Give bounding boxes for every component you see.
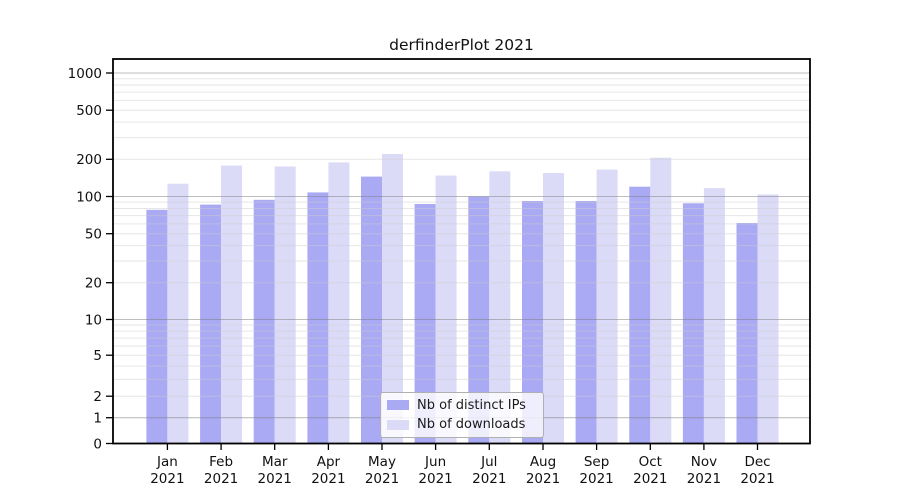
bar-apr-distinct-ips bbox=[307, 192, 329, 444]
x-tick-label-month: Aug bbox=[530, 454, 556, 470]
plot-border bbox=[112, 58, 811, 445]
y-tick-label: 50 bbox=[85, 227, 102, 243]
legend-label-distinct-ips: Nb of distinct IPs bbox=[417, 397, 526, 413]
y-tick-label: 20 bbox=[85, 276, 102, 292]
bar-mar-distinct-ips bbox=[253, 199, 275, 444]
legend-label-downloads: Nb of downloads bbox=[417, 417, 526, 433]
bar-may-distinct-ips bbox=[361, 176, 382, 444]
bar-jan-downloads bbox=[167, 183, 189, 444]
x-tick-label-year: 2021 bbox=[418, 471, 452, 487]
bar-sep-distinct-ips bbox=[575, 201, 597, 444]
x-tick-label-month: Jun bbox=[424, 454, 446, 470]
x-tick-label-month: Sep bbox=[584, 454, 609, 470]
legend-swatch-downloads bbox=[387, 419, 409, 431]
bar-nov-distinct-ips bbox=[682, 203, 704, 444]
legend-item-distinct-ips: Nb of distinct IPs bbox=[387, 398, 543, 413]
bar-feb-distinct-ips bbox=[200, 204, 222, 444]
x-tick-label-year: 2021 bbox=[204, 471, 238, 487]
bar-jan-distinct-ips bbox=[146, 209, 168, 444]
x-tick-label-year: 2021 bbox=[258, 471, 292, 487]
legend-item-downloads: Nb of downloads bbox=[387, 417, 543, 432]
x-tick-label-year: 2021 bbox=[687, 471, 721, 487]
x-tick-label-year: 2021 bbox=[579, 471, 613, 487]
bar-dec-distinct-ips bbox=[736, 223, 758, 444]
x-tick-label-month: Mar bbox=[262, 454, 288, 470]
bar-mar-downloads bbox=[274, 166, 296, 444]
bar-sep-downloads bbox=[596, 169, 618, 444]
x-tick-label-month: Feb bbox=[209, 454, 233, 470]
y-tick-label: 1000 bbox=[68, 66, 102, 82]
y-tick-label: 2 bbox=[93, 389, 102, 405]
y-tick-label: 100 bbox=[76, 189, 102, 205]
bar-feb-downloads bbox=[221, 165, 243, 444]
x-tick-label-year: 2021 bbox=[740, 471, 774, 487]
y-tick-label: 1 bbox=[93, 411, 102, 427]
x-tick-label-year: 2021 bbox=[150, 471, 184, 487]
x-tick-label-year: 2021 bbox=[472, 471, 506, 487]
x-tick-label-month: May bbox=[368, 454, 396, 470]
bar-oct-downloads bbox=[650, 157, 672, 444]
legend-swatch-distinct-ips bbox=[387, 399, 409, 411]
bar-may-downloads bbox=[382, 154, 403, 444]
y-tick-label: 10 bbox=[85, 312, 102, 328]
bar-aug-distinct-ips bbox=[522, 201, 543, 444]
x-tick-label-month: Oct bbox=[639, 454, 662, 470]
x-tick-label-month: Nov bbox=[691, 454, 717, 470]
bar-aug-downloads bbox=[543, 173, 564, 444]
bar-nov-downloads bbox=[703, 188, 725, 444]
bar-jun-distinct-ips bbox=[414, 204, 436, 444]
y-tick-label: 5 bbox=[93, 348, 102, 364]
x-tick-label-year: 2021 bbox=[526, 471, 560, 487]
legend: Nb of distinct IPs Nb of downloads bbox=[380, 392, 544, 438]
x-tick-label-year: 2021 bbox=[633, 471, 667, 487]
x-tick-label-month: Jan bbox=[156, 454, 178, 470]
x-tick-label-month: Jul bbox=[480, 454, 497, 470]
bar-jun-downloads bbox=[435, 175, 457, 444]
x-tick-label-year: 2021 bbox=[365, 471, 399, 487]
y-tick-label: 200 bbox=[76, 152, 102, 168]
chart-title: derfinderPlot 2021 bbox=[389, 36, 534, 54]
bar-apr-downloads bbox=[328, 162, 350, 444]
y-tick-label: 500 bbox=[76, 103, 102, 119]
bar-jul-downloads bbox=[489, 171, 511, 444]
bar-oct-distinct-ips bbox=[629, 186, 651, 444]
x-tick-label-year: 2021 bbox=[311, 471, 345, 487]
y-tick-label: 0 bbox=[93, 436, 102, 452]
x-tick-label-month: Dec bbox=[744, 454, 770, 470]
x-tick-label-month: Apr bbox=[317, 454, 341, 470]
